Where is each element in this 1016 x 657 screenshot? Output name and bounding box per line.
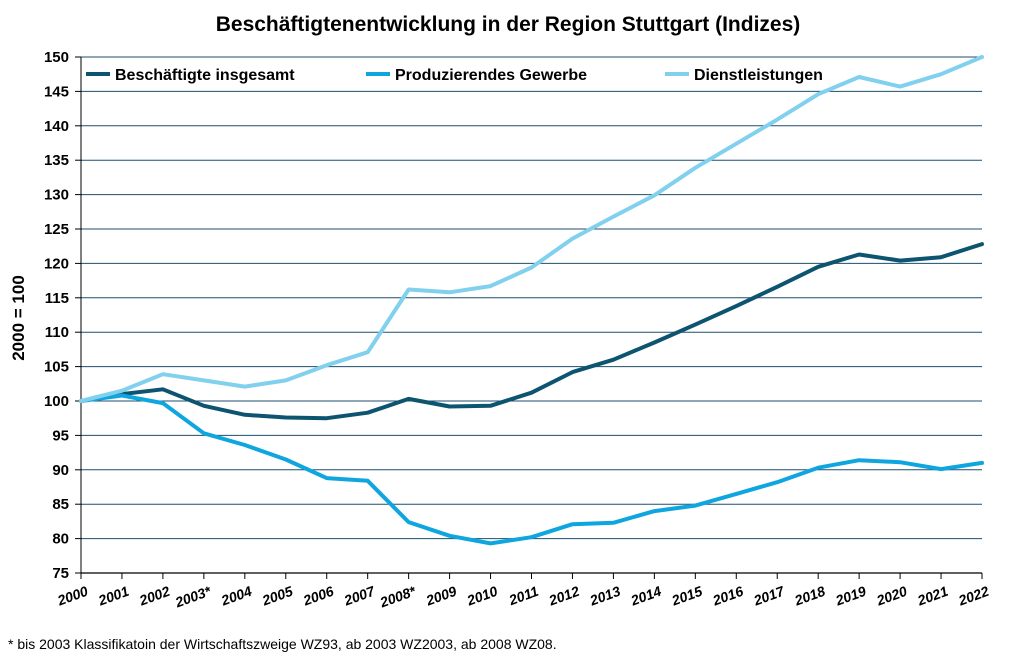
- series-line: [79, 55, 984, 403]
- y-tick-label: 125: [44, 221, 69, 238]
- y-tick-label: 100: [44, 393, 69, 410]
- x-tick-labels: 2000 2001 2002 2003* 2004 2005 2006 2007 2008* 20…: [54, 582, 991, 610]
- series-line: [79, 393, 984, 546]
- series-line: [79, 242, 984, 421]
- x-tick-label: 2014: [628, 583, 664, 609]
- footnote: * bis 2003 Klassifikatoin der Wirtschaft…: [8, 636, 557, 652]
- gridlines: [81, 56, 982, 540]
- legend-label: Dienstleistungen: [694, 67, 823, 84]
- x-tick-label: 2004: [218, 583, 254, 609]
- y-tick-label: 75: [52, 565, 69, 582]
- y-tick-label: 80: [52, 531, 69, 548]
- x-tick-label: 2005: [259, 583, 295, 609]
- y-tick-label: 130: [44, 187, 69, 204]
- x-tick-label: 2020: [873, 583, 909, 609]
- series-lines: [79, 55, 984, 546]
- x-tick-label: 2003*: [172, 583, 213, 611]
- x-tick-label: 2009: [423, 583, 459, 609]
- x-tick-label: 2017: [751, 582, 788, 608]
- x-tick-label: 2021: [914, 583, 950, 609]
- y-tick-label: 145: [44, 83, 69, 100]
- axes: [75, 56, 983, 579]
- x-tick-label: 2012: [546, 583, 582, 609]
- y-tick-label: 90: [52, 462, 69, 479]
- y-tick-label: 85: [52, 496, 69, 513]
- x-tick-label: 2002: [136, 583, 172, 609]
- legend: Beschäftigte insgesamt Produzierendes Gew…: [86, 67, 823, 84]
- x-tick-label: 2007: [341, 582, 378, 608]
- y-tick-label: 110: [45, 324, 69, 341]
- y-tick-label: 115: [45, 290, 69, 307]
- x-tick-label: 2011: [506, 583, 541, 609]
- x-tick-label: 2016: [710, 583, 746, 609]
- x-tick-label: 2013: [587, 583, 623, 609]
- y-tick-labels: 75 80 85 90 95 100 105 110 115 120 125 130 135 140 145…: [44, 49, 69, 582]
- y-tick-label: 135: [44, 152, 69, 169]
- x-tick-label: 2019: [832, 583, 868, 609]
- x-tick-label: 2010: [464, 583, 500, 609]
- chart-title: Beschäftigtenentwicklung in der Region S…: [216, 13, 801, 36]
- x-tick-label: 2000: [54, 583, 90, 609]
- legend-label: Produzierendes Gewerbe: [395, 67, 587, 84]
- x-tick-label: 2022: [955, 583, 991, 609]
- y-tick-label: 120: [44, 255, 69, 272]
- y-tick-label: 95: [52, 427, 69, 444]
- x-tick-label: 2001: [95, 583, 131, 609]
- x-tick-label: 2008*: [377, 583, 418, 611]
- x-tick-label: 2018: [792, 583, 828, 609]
- legend-label: Beschäftigte insgesamt: [115, 67, 295, 84]
- y-axis-label: 2000 = 100: [9, 275, 28, 361]
- y-tick-label: 140: [44, 118, 69, 135]
- y-tick-label: 105: [44, 359, 69, 376]
- x-tick-label: 2006: [300, 583, 336, 609]
- x-tick-label: 2015: [669, 583, 705, 609]
- y-tick-label: 150: [44, 49, 69, 66]
